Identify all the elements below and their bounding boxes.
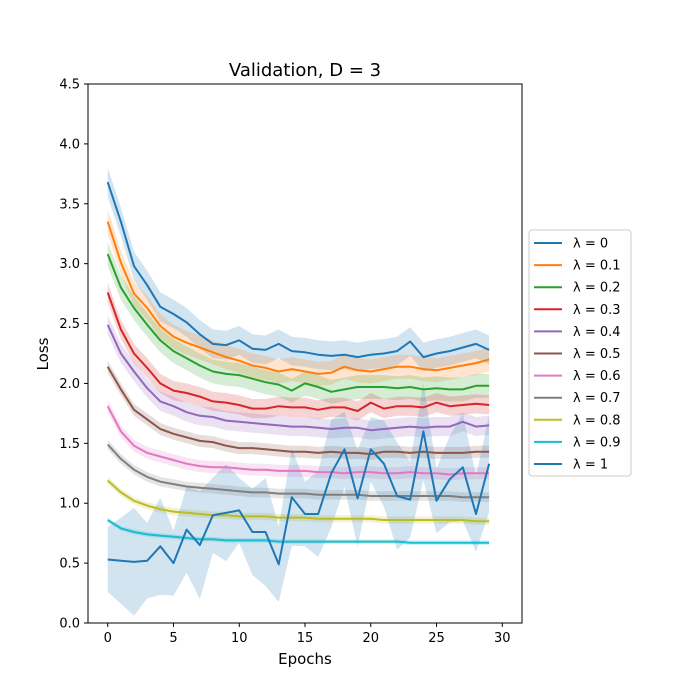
chart-title: Validation, D = 3 [229,60,381,81]
series-line-4 [106,324,490,432]
legend-label: λ = 0.6 [573,369,621,384]
y-tick-label: 3.0 [59,257,80,272]
legend-label: λ = 0.1 [573,259,621,274]
series-line-1 [106,221,490,375]
y-tick-label: 2.0 [59,377,80,392]
y-tick-label: 1.5 [59,437,80,452]
series-line-2 [106,253,490,393]
series-band-1 [107,209,490,386]
x-axis: 0 5 10 15 20 25 30 [104,623,511,646]
legend-label: λ = 0 [573,237,608,252]
series-line-8 [107,479,490,523]
x-tick-label: 30 [494,631,511,646]
series-lines [106,181,491,566]
x-tick-label: 15 [297,631,314,646]
x-axis-label: Epochs [278,650,332,668]
x-tick-label: 10 [231,631,248,646]
series-band-6 [107,400,490,481]
legend-label: λ = 0.3 [573,303,621,318]
y-tick-label: 0.0 [59,617,80,632]
series-band-5 [107,360,490,461]
series-band-8 [107,476,490,525]
series-line-5 [106,366,490,456]
legend-label: λ = 0.7 [573,391,621,406]
series-band-2 [107,242,490,404]
y-tick-label: 3.5 [59,197,80,212]
y-tick-label: 2.5 [59,317,80,332]
legend-frame [528,229,632,477]
series-line-7 [106,443,490,499]
y-axis: 0.0 0.5 1.0 1.5 2.0 2.5 3.0 3.5 4.0 4.5 [59,78,88,632]
legend-label: λ = 0.4 [573,325,621,340]
x-tick-label: 20 [362,631,379,646]
series-line-10 [107,430,491,566]
legend-label: λ = 0.5 [573,347,621,362]
legend-label: λ = 0.2 [573,281,621,296]
x-tick-label: 0 [104,631,112,646]
series-band-7 [107,439,490,502]
x-tick-label: 25 [428,631,445,646]
y-tick-label: 4.0 [59,137,80,152]
series-line-0 [106,181,490,359]
confidence-bands [107,167,490,616]
series-line-9 [107,519,490,544]
y-tick-label: 0.5 [59,557,80,572]
series-line-6 [106,405,490,476]
legend-label: λ = 0.8 [573,413,621,428]
legend-label: λ = 1 [573,458,608,473]
series-band-10 [107,382,490,616]
series-line-3 [106,292,490,412]
legend: λ = 0 λ = 0.1 λ = 0.2 λ = 0.3 λ = 0.4 λ = 0.5… [528,229,632,477]
y-tick-label: 4.5 [59,78,80,93]
y-axis-label: Loss [34,337,52,370]
y-tick-label: 1.0 [59,497,80,512]
x-tick-label: 5 [169,631,177,646]
legend-label: λ = 0.9 [573,435,621,450]
series-band-4 [107,315,490,440]
